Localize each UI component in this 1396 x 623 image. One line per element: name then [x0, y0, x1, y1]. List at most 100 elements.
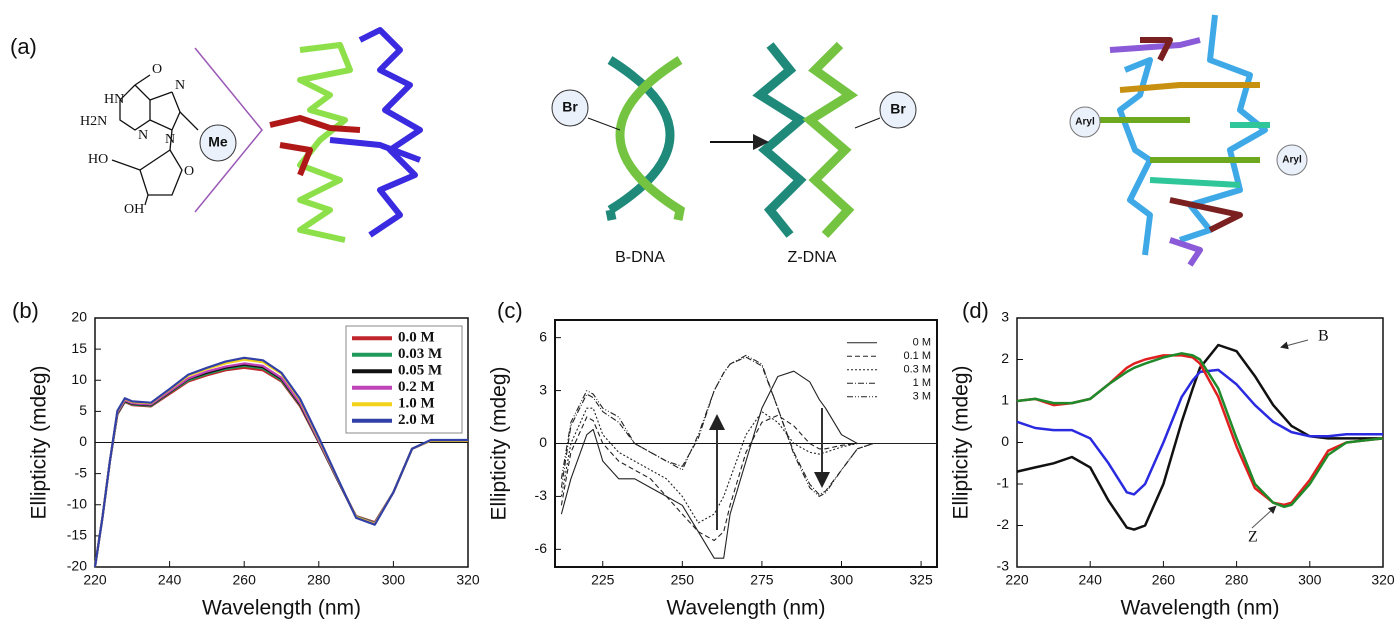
x-axis-label: Wavelength (nm): [202, 597, 361, 620]
series-line: [560, 370, 937, 559]
y-tick-label: 0: [539, 434, 547, 450]
dna-label: B-DNA: [615, 249, 665, 266]
x-tick-label: 225: [591, 572, 615, 588]
x-tick-label: 250: [671, 572, 695, 588]
legend-box: [345, 325, 463, 434]
x-tick-label: 320: [456, 572, 480, 588]
x-tick-label: 280: [307, 572, 331, 588]
annotation-arrow: [1280, 339, 1309, 350]
panel-label: (d): [962, 298, 989, 323]
series-line: [560, 414, 937, 542]
chem-label: OH: [124, 202, 144, 217]
legend-label: 0.3 M: [903, 364, 931, 376]
annotation: B: [1318, 328, 1329, 345]
series-line: [560, 407, 937, 524]
y-tick-label: -20: [67, 558, 87, 574]
plot-frame: [1016, 317, 1384, 568]
label-bubble: [551, 89, 589, 127]
y-tick-label: -1: [997, 475, 1010, 491]
series-line: [93, 356, 468, 568]
y-tick-label: -2: [997, 516, 1010, 532]
y-tick-label: 0: [79, 433, 87, 449]
label-bubble: [1276, 144, 1308, 176]
y-tick-label: 15: [71, 340, 87, 356]
panel-label: (c): [497, 298, 523, 323]
chem-label: HO: [88, 152, 108, 167]
y-tick-label: -15: [67, 527, 87, 543]
legend-label: 0.03 M: [398, 346, 442, 362]
methyl-label: Me: [208, 134, 228, 150]
y-axis-label: Ellipticity (mdeg): [950, 365, 973, 519]
x-tick-label: 220: [83, 572, 107, 588]
chem-label: H2N: [80, 114, 107, 129]
x-tick-label: 300: [830, 572, 854, 588]
chem-label: N: [165, 132, 175, 147]
chem-label: N: [138, 128, 148, 143]
legend-label: 0.05 M: [398, 363, 442, 379]
leader-line: [587, 117, 621, 131]
legend-label: 0.1 M: [903, 350, 931, 362]
legend-label: 1.0 M: [398, 396, 435, 412]
series-line: [560, 354, 937, 497]
y-tick-label: 1: [1001, 392, 1009, 408]
series-line: [1016, 352, 1384, 509]
dna-label: Z-DNA: [788, 249, 837, 266]
y-tick-label: 3: [1001, 309, 1009, 325]
label-bubble: [879, 91, 917, 129]
dna-helices: [605, 41, 859, 239]
y-tick-label: -10: [67, 495, 87, 511]
x-tick-label: 300: [1298, 572, 1322, 588]
y-axis-label: Ellipticity (mdeg): [488, 366, 511, 520]
x-tick-label: 325: [909, 572, 933, 588]
leader-line: [854, 117, 881, 129]
legend-label: 2.0 M: [398, 412, 435, 428]
panel-label: (b): [12, 298, 39, 323]
panel-label: (a): [10, 34, 37, 59]
series-line: [560, 356, 937, 496]
x-tick-label: 275: [750, 572, 774, 588]
legend-label: 3 M: [913, 391, 931, 403]
aryl-label: Aryl: [1075, 117, 1095, 128]
y-tick-label: 6: [539, 328, 547, 344]
x-tick-label: 260: [233, 572, 257, 588]
y-tick-label: 10: [71, 371, 87, 387]
bromo-label: Br: [890, 101, 906, 117]
y-tick-label: 5: [79, 402, 87, 418]
x-tick-label: 220: [1005, 572, 1029, 588]
x-tick-label: 240: [158, 572, 182, 588]
chem-label: O: [152, 62, 162, 77]
series-line: [1016, 368, 1383, 496]
bromo-label: Br: [562, 99, 578, 115]
y-tick-label: 0: [1001, 433, 1009, 449]
label-bubble: [1069, 106, 1101, 138]
legend-label: 0.2 M: [398, 379, 435, 395]
y-tick-label: 20: [71, 309, 87, 325]
y-tick-label: -3: [997, 558, 1010, 574]
aryl-label: Aryl: [1282, 155, 1302, 166]
chem-label: O: [184, 164, 194, 179]
x-tick-label: 280: [1225, 572, 1249, 588]
zoom-line: [194, 47, 263, 213]
y-axis-label: Ellipticity (mdeg): [28, 365, 51, 519]
chem-label: N: [175, 78, 185, 93]
legend-label: 0.0 M: [398, 330, 435, 346]
duplex-model: [269, 27, 423, 243]
x-tick-label: 300: [382, 572, 406, 588]
y-tick-label: 3: [539, 381, 547, 397]
x-tick-label: 320: [1371, 572, 1395, 588]
x-tick-label: 240: [1079, 572, 1103, 588]
guanosine-structure: [111, 74, 199, 206]
y-tick-label: -6: [535, 540, 548, 556]
chem-label: HN: [104, 92, 124, 107]
y-tick-label: -3: [535, 487, 548, 503]
x-axis-label: Wavelength (nm): [666, 597, 825, 620]
legend-label: 1 M: [913, 377, 931, 389]
aryl-model: [1100, 14, 1270, 267]
legend-label: 0 M: [913, 337, 931, 349]
label-bubble: [199, 124, 237, 162]
annotation: Z: [1248, 529, 1258, 546]
x-tick-label: 260: [1152, 572, 1176, 588]
y-tick-label: -5: [75, 464, 88, 480]
y-tick-label: 2: [1001, 350, 1009, 366]
